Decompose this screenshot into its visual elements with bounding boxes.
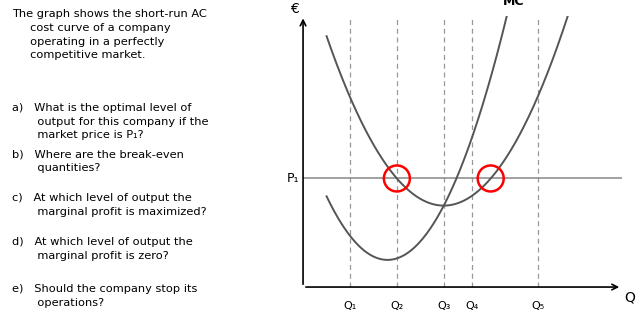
Text: c)   At which level of output the
       marginal profit is maximized?: c) At which level of output the marginal… bbox=[12, 193, 207, 217]
Text: P₁: P₁ bbox=[286, 172, 299, 185]
Text: e)   Should the company stop its
       operations?: e) Should the company stop its operation… bbox=[12, 284, 198, 308]
Text: MC: MC bbox=[502, 0, 524, 8]
Text: d)   At which level of output the
       marginal profit is zero?: d) At which level of output the marginal… bbox=[12, 237, 193, 261]
Text: Q₅: Q₅ bbox=[531, 301, 544, 311]
Text: b)   Where are the break-even
       quantities?: b) Where are the break-even quantities? bbox=[12, 150, 184, 173]
Text: Q₂: Q₂ bbox=[390, 301, 403, 311]
Text: The graph shows the short-run AC
     cost curve of a company
     operating in : The graph shows the short-run AC cost cu… bbox=[12, 9, 207, 60]
Text: Q₁: Q₁ bbox=[343, 301, 357, 311]
Text: Q: Q bbox=[625, 291, 635, 305]
Text: Q₃: Q₃ bbox=[437, 301, 450, 311]
Text: Q₄: Q₄ bbox=[465, 301, 478, 311]
Text: a)   What is the optimal level of
       output for this company if the
       m: a) What is the optimal level of output f… bbox=[12, 103, 209, 140]
Text: €: € bbox=[290, 2, 299, 16]
